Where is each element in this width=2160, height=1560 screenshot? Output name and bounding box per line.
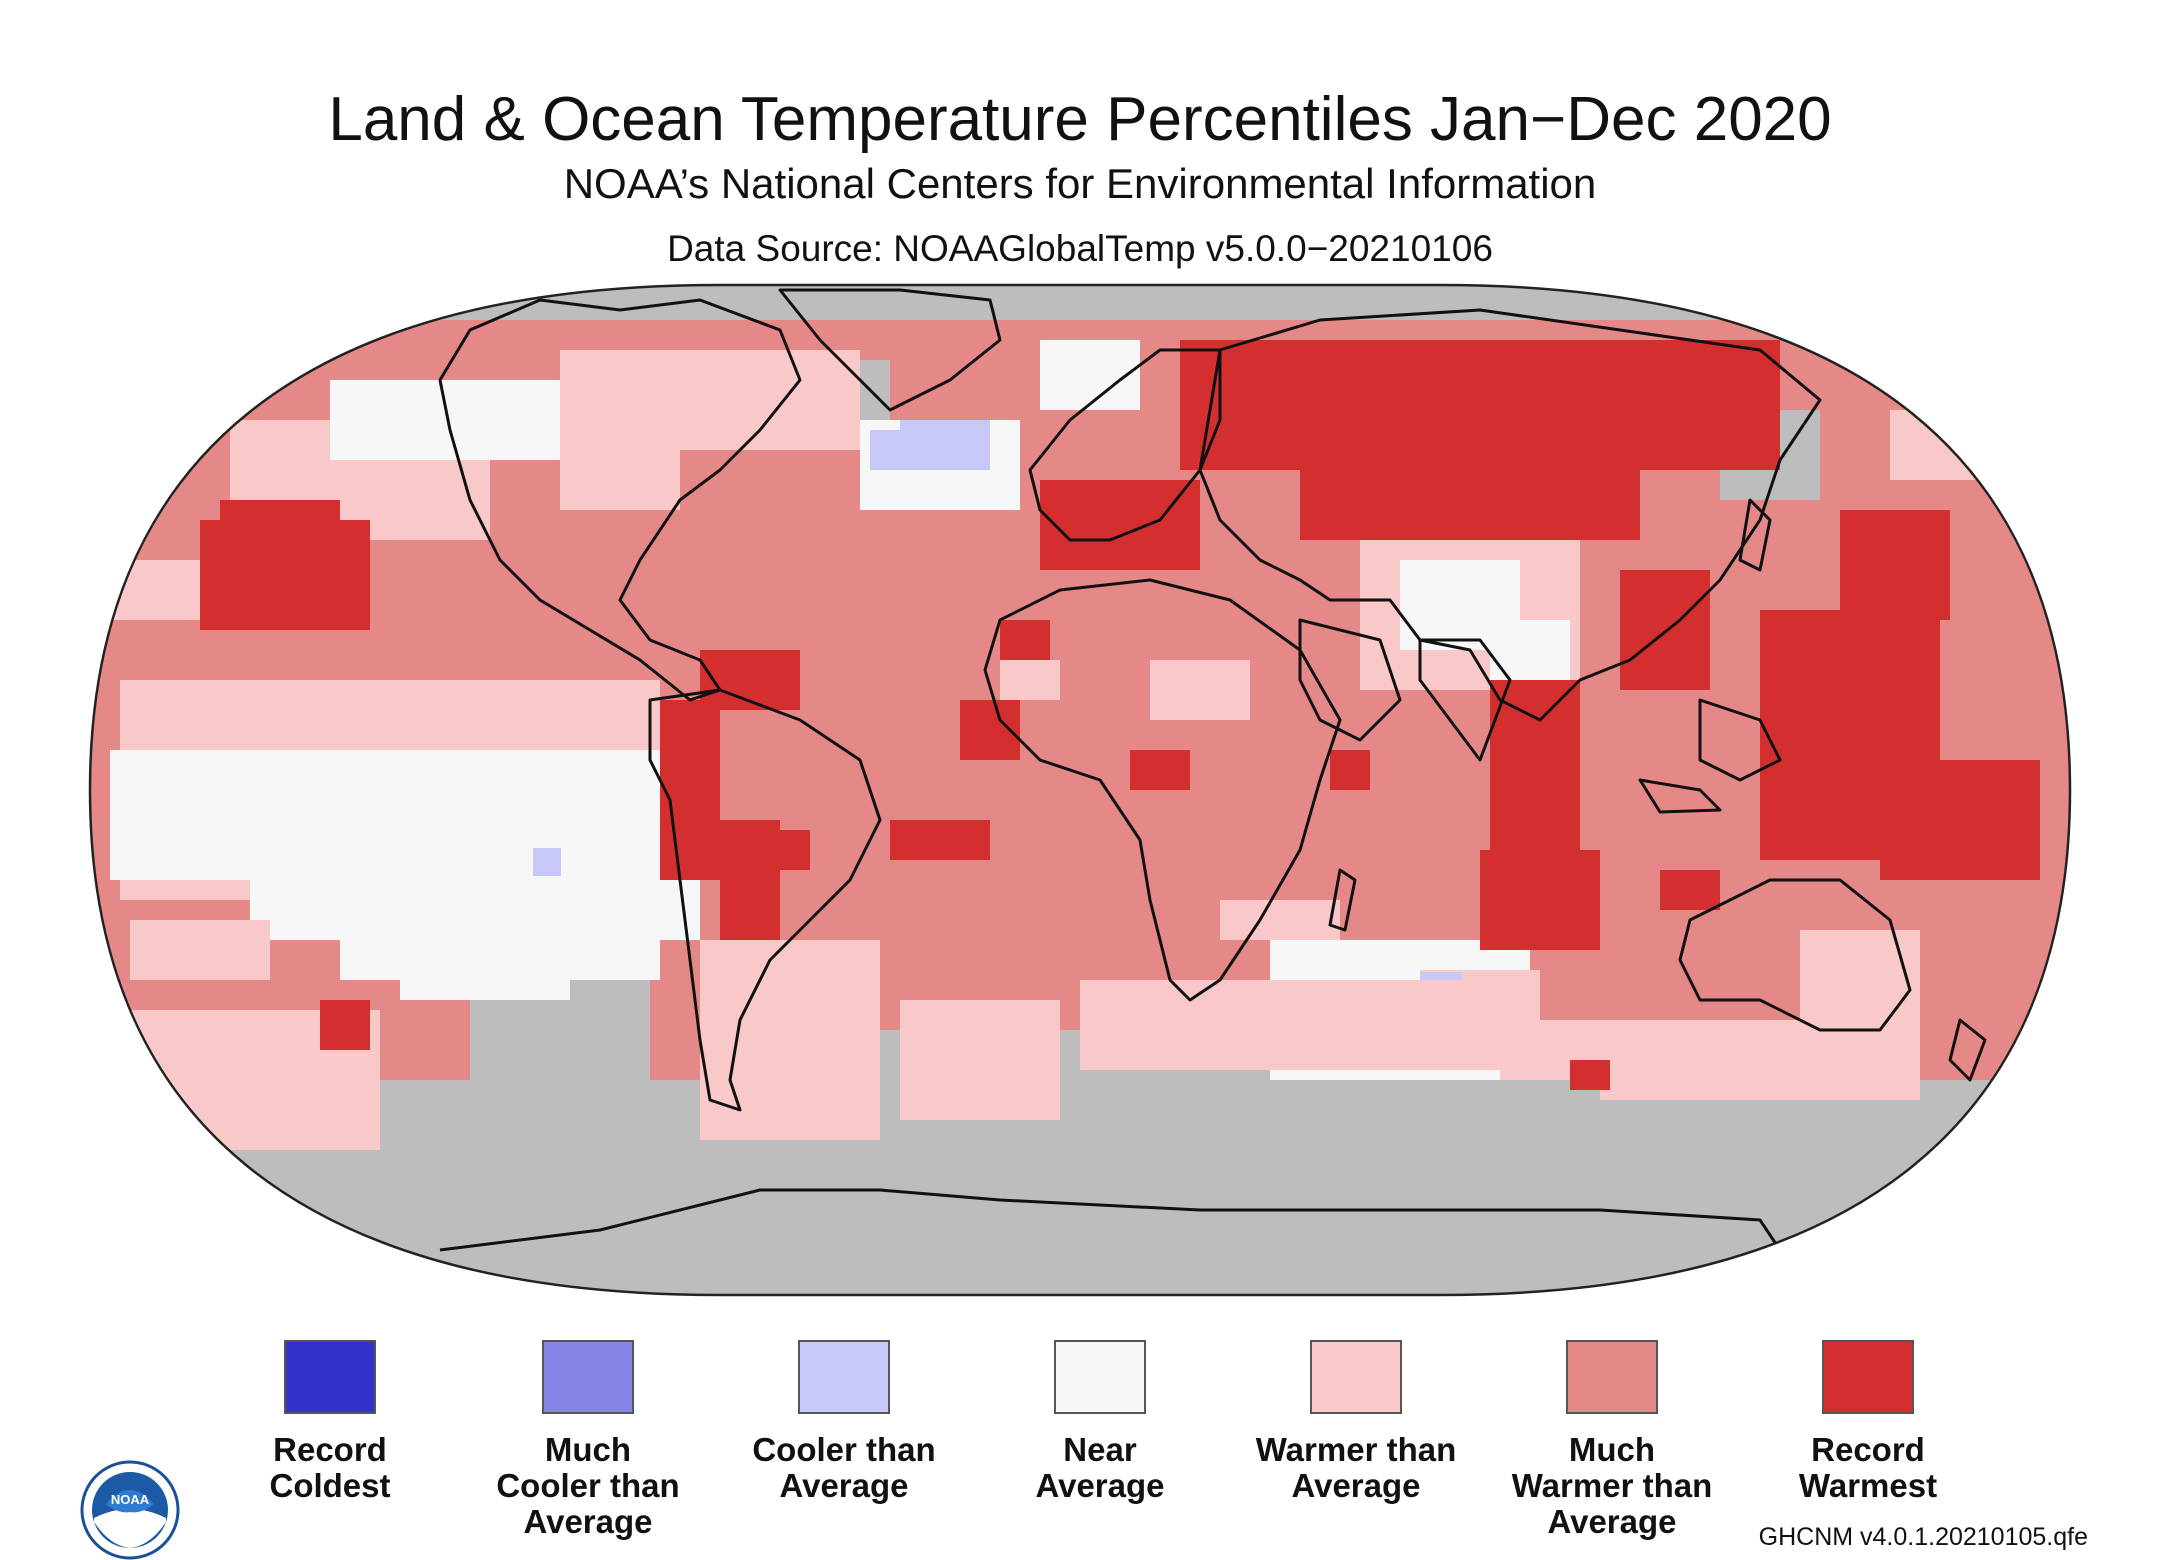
percentile-cell xyxy=(1180,340,1780,470)
percentile-cell xyxy=(1330,750,1370,790)
percentile-cell xyxy=(320,1000,370,1050)
coastline-path xyxy=(1698,698,1782,782)
percentile-cell xyxy=(1600,1060,1920,1100)
percentile-cell xyxy=(1660,870,1720,910)
logo-text: NOAA xyxy=(111,1492,150,1507)
percentile-cell xyxy=(900,420,990,452)
percentile-cell xyxy=(220,500,340,540)
map-subtitle: NOAA’s National Centers for Environmenta… xyxy=(563,160,1597,207)
coastline-path xyxy=(1738,498,1772,572)
coastline-path xyxy=(438,298,802,702)
percentile-cell xyxy=(1130,750,1190,790)
legend-label: Much Warmer than Average xyxy=(1511,1431,1713,1540)
data-source: Data Source: NOAAGlobalTemp v5.0.0−20210… xyxy=(667,228,1493,269)
legend-swatch xyxy=(798,1340,890,1414)
coastline-path xyxy=(1638,778,1722,814)
coastlines xyxy=(438,288,1987,1252)
percentile-cell xyxy=(760,830,810,870)
version-label: GHCNM v4.0.1.20210105.qfe xyxy=(1758,1523,2088,1551)
percentile-cell xyxy=(560,350,860,450)
percentile-cell xyxy=(1880,760,2040,880)
percentile-cell xyxy=(1800,930,1920,1030)
legend-label: Much Cooler than Average xyxy=(496,1431,680,1540)
coastline-path xyxy=(1028,348,1222,542)
coastline-path xyxy=(1198,308,1822,722)
legend-swatch xyxy=(1822,1340,1914,1414)
percentile-cell xyxy=(1840,510,1950,620)
percentile-cell xyxy=(1000,620,1050,660)
percentile-cell xyxy=(700,940,880,1140)
legend-swatch xyxy=(284,1340,376,1414)
percentile-cell xyxy=(1040,340,1140,410)
legend-label: Cooler than Average xyxy=(752,1431,936,1504)
percentile-cell xyxy=(1220,900,1340,940)
percentile-cell xyxy=(330,380,570,460)
legend-label: Record Warmest xyxy=(1798,1431,1938,1504)
legend-swatch xyxy=(542,1340,634,1414)
percentile-cell xyxy=(1150,660,1250,720)
legend-label: Near Average xyxy=(1035,1431,1165,1504)
coastline-path xyxy=(648,688,882,1112)
legend-swatch xyxy=(1310,1340,1402,1414)
percentile-cell xyxy=(660,700,720,880)
coastline-path xyxy=(1418,638,1512,762)
percentile-cell xyxy=(1570,1060,1610,1090)
percentile-cell xyxy=(130,920,270,980)
percentile-cell xyxy=(900,1000,1060,1120)
legend-label: Warmer than Average xyxy=(1255,1431,1457,1504)
legend-swatch xyxy=(1054,1340,1146,1414)
coastline-path xyxy=(1298,618,1402,742)
percentile-cell xyxy=(533,848,561,876)
map-title: Land & Ocean Temperature Percentiles Jan… xyxy=(328,85,1832,154)
coastline-path xyxy=(1678,878,1912,1032)
percentile-cell xyxy=(890,820,990,860)
legend-label: Record Coldest xyxy=(269,1431,391,1504)
coastline-path xyxy=(439,1188,1782,1252)
noaa-logo: NOAA xyxy=(80,1460,180,1560)
percentile-cell xyxy=(400,960,570,1000)
globe-outline xyxy=(88,283,2072,1297)
percentile-cell xyxy=(1480,850,1600,950)
percentile-cell xyxy=(1890,410,2010,480)
percentile-cell xyxy=(1620,570,1710,690)
percentile-cell xyxy=(1000,660,1060,700)
legend-swatch xyxy=(1566,1340,1658,1414)
percentile-cell xyxy=(1080,980,1530,1070)
coastline-path xyxy=(1948,1018,1987,1082)
coastline-path xyxy=(778,288,1002,412)
no-data-cell xyxy=(1790,1090,2070,1170)
percentile-cell xyxy=(1300,460,1640,540)
coastline-path xyxy=(983,578,1342,1002)
coastline-path xyxy=(1328,868,1357,932)
